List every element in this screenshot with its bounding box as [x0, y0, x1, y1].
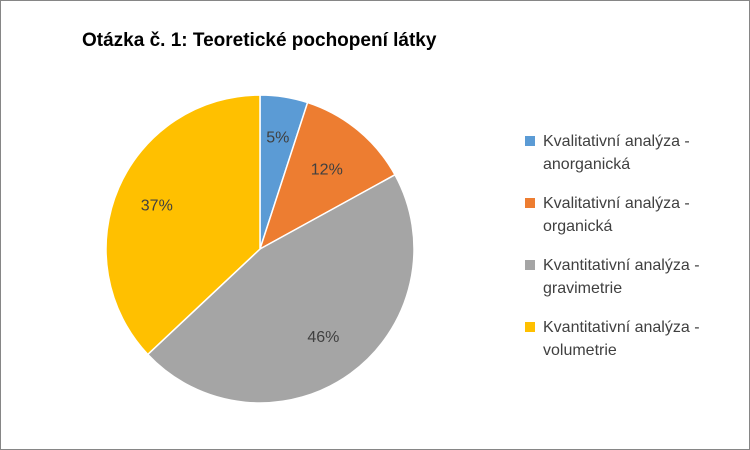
data-label-3: 46%: [307, 329, 339, 346]
legend-swatch: [525, 322, 535, 332]
legend-item-2: Kvalitativní analýza - organická: [525, 192, 743, 254]
legend-label: Kvalitativní analýza - organická: [543, 195, 690, 235]
legend-label: Kvantitativní analýza - volumetrie: [543, 319, 700, 359]
legend-item-3: Kvantitativní analýza - gravimetrie: [525, 254, 743, 316]
legend: Kvalitativní analýza - anorganická Kvalit…: [525, 130, 743, 378]
pie-slice-3: [146, 173, 415, 404]
pie-slice-2: [258, 101, 396, 251]
legend-swatch: [525, 198, 535, 208]
data-label-1: 5%: [266, 129, 289, 146]
data-label-2: 12%: [311, 161, 343, 178]
data-label-4: 37%: [141, 197, 173, 214]
chart-title: Otázka č. 1: Teoretické pochopení látky: [82, 30, 437, 51]
legend-label: Kvantitativní analýza - gravimetrie: [543, 257, 700, 297]
pie-slice-4: [105, 94, 261, 356]
legend-swatch: [525, 260, 535, 270]
legend-swatch: [525, 136, 535, 146]
legend-item-4: Kvantitativní analýza - volumetrie: [525, 316, 743, 378]
legend-label: Kvalitativní analýza - anorganická: [543, 133, 690, 173]
legend-item-1: Kvalitativní analýza - anorganická: [525, 130, 743, 192]
